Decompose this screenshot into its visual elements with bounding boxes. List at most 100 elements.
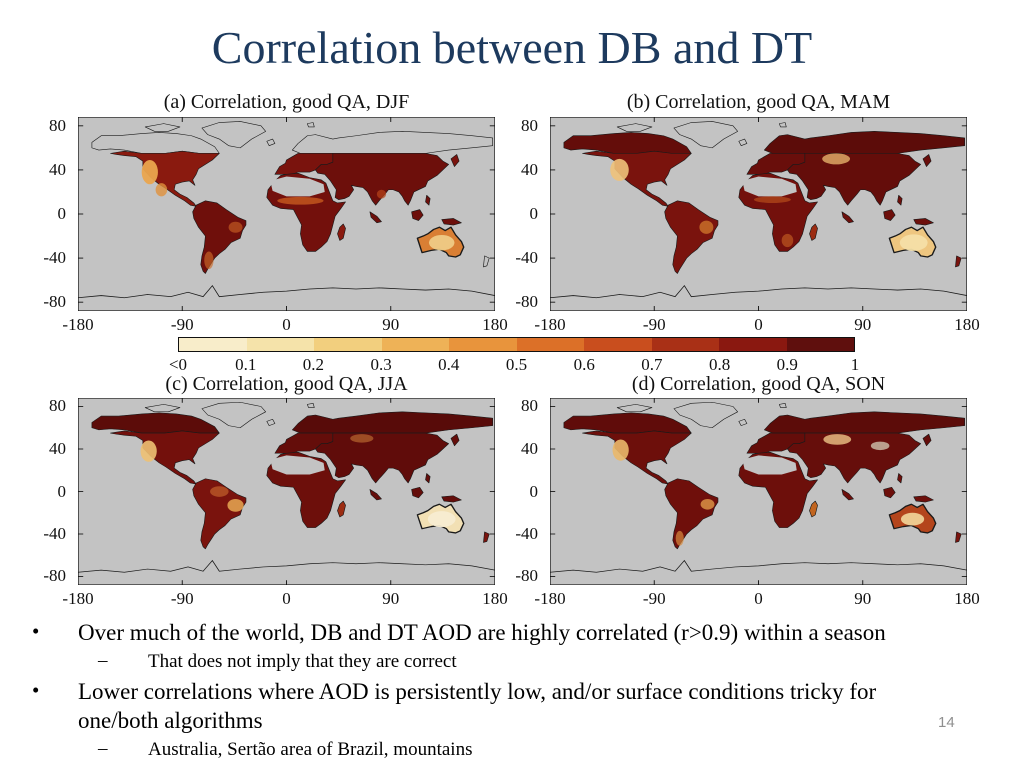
landmass-philippines	[897, 473, 903, 484]
bullet-text: Lower correlations where AOD is persiste…	[78, 679, 877, 733]
x-tick-label: 180	[954, 315, 980, 334]
landmass-philippines	[897, 194, 903, 206]
x-tick-label: -180	[534, 315, 566, 334]
landmass-japan	[922, 154, 932, 167]
x-tick-label: -180	[534, 589, 566, 608]
landmass-madagascar	[809, 500, 818, 518]
antarctica-outline	[550, 559, 967, 573]
y-tick-label: -80	[43, 566, 66, 586]
panel-b-x-axis: -180 -90 0 90 180	[534, 315, 979, 337]
colorbar-segment	[516, 338, 584, 351]
y-tick-label: -80	[515, 566, 538, 586]
panel-d-x-axis: -180 -90 0 90 180	[534, 589, 979, 611]
colorbar-tick-label: 0.7	[641, 355, 663, 374]
x-tick-label: -180	[62, 589, 94, 608]
bullet-item: • Over much of the world, DB and DT AOD …	[14, 618, 948, 647]
bullet-text: Australia, Sertão area of Brazil, mounta…	[148, 739, 473, 760]
bullet-subitem: – Australia, Sertão area of Brazil, moun…	[14, 737, 948, 762]
data-patch	[228, 221, 243, 233]
landmass-iceland	[266, 138, 276, 146]
landmass-sumatra	[369, 489, 382, 501]
data-patch	[675, 530, 684, 546]
dash-marker: –	[98, 738, 108, 759]
x-tick-label: 0	[754, 589, 763, 608]
x-tick-label: 90	[382, 315, 400, 334]
no-data-sahara	[270, 176, 325, 197]
map-panel-a	[78, 117, 495, 311]
colorbar-tick-label: 1	[850, 355, 860, 374]
x-tick-label: 90	[854, 589, 872, 608]
landmass-philippines	[425, 473, 431, 484]
y-tick-label: 80	[521, 115, 538, 135]
landmass-iceland	[266, 418, 276, 426]
landmass-new-zealand	[955, 531, 962, 543]
landmass-madagascar	[809, 223, 818, 241]
data-patch	[753, 196, 791, 203]
landmass-arctic-islands	[616, 123, 653, 132]
colorbar-segment	[449, 338, 517, 351]
landmass-borneo	[411, 209, 424, 221]
no-data-sahara	[742, 176, 797, 197]
landmass-arctic-islands	[144, 404, 181, 413]
landmass-greenland	[201, 401, 266, 429]
landmass-japan	[450, 154, 460, 167]
x-tick-label: -180	[62, 315, 94, 334]
colorbar-tick-label: 0.1	[235, 355, 257, 374]
landmass-arctic-islands	[144, 123, 181, 132]
y-tick-label: 80	[521, 396, 538, 416]
data-patch	[900, 512, 925, 526]
data-patch	[822, 153, 851, 165]
data-patch	[899, 234, 928, 251]
bullet-subitem: – That does not imply that they are corr…	[14, 649, 948, 674]
x-tick-label: 180	[954, 589, 980, 608]
landmass-japan	[450, 433, 460, 447]
landmass-asia	[315, 153, 449, 206]
data-patch	[141, 159, 158, 185]
panel-a-x-axis: -180 -90 0 90 180	[62, 315, 507, 337]
panel-a-title: (a) Correlation, good QA, DJF	[163, 91, 410, 113]
landmass-asia	[787, 153, 921, 206]
data-patch	[350, 434, 374, 443]
landmass-new-guinea	[441, 495, 462, 503]
page-title: Correlation between DB and DT	[211, 22, 813, 73]
colorbar-segment	[584, 338, 652, 351]
data-patch	[277, 196, 324, 205]
panel-a-y-axis: 80 40 0 -40 -80	[26, 116, 72, 311]
slide-number: 14	[938, 714, 955, 731]
colorbar-segment	[786, 338, 854, 351]
landmass-new-zealand	[483, 255, 490, 268]
x-tick-label: -90	[642, 589, 666, 608]
x-tick-label: 0	[282, 589, 291, 608]
x-tick-label: 180	[482, 589, 508, 608]
antarctica-outline	[550, 284, 967, 299]
landmass-svalbard	[307, 403, 315, 408]
x-tick-label: 0	[282, 315, 291, 334]
world-map-jja	[78, 398, 495, 585]
map-panel-c	[78, 398, 495, 585]
colorbar-tick-label: 0.3	[370, 355, 392, 374]
landmass-asia	[315, 432, 449, 484]
panel-b-title: (b) Correlation, good QA, MAM	[626, 91, 891, 113]
colorbar-segment	[651, 338, 719, 351]
landmass-borneo	[411, 486, 424, 499]
y-tick-label: 40	[49, 159, 66, 179]
x-tick-label: 0	[754, 315, 763, 334]
landmass-borneo	[883, 486, 896, 499]
data-patch	[612, 439, 629, 461]
data-patch	[427, 511, 456, 528]
world-map-mam	[550, 117, 967, 311]
y-tick-label: 0	[57, 204, 67, 223]
map-panel-d	[550, 398, 967, 585]
landmass-philippines	[425, 194, 431, 206]
colorbar-segment	[179, 338, 247, 351]
y-tick-label: 0	[529, 481, 539, 501]
world-map-djf	[78, 117, 495, 311]
landmass-japan	[922, 433, 932, 447]
colorbar-tick-label: 0.6	[573, 355, 595, 374]
data-patch	[428, 234, 455, 251]
colorbar-tick-label: 0.8	[708, 355, 731, 374]
landmass-svalbard	[779, 122, 787, 128]
panel-b-y-axis: 80 40 0 -40 -80	[498, 115, 544, 312]
y-tick-label: -80	[515, 292, 538, 312]
